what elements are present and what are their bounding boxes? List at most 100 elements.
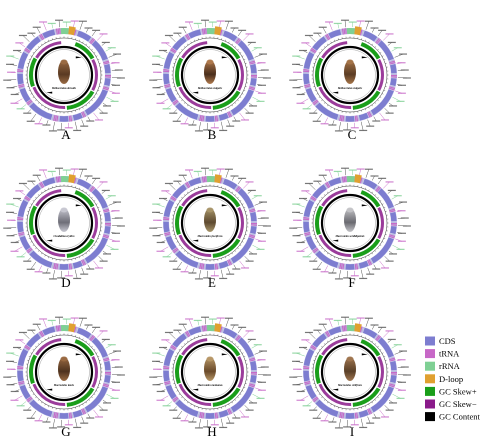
trna-segment	[55, 28, 58, 35]
gc-skew-positive	[360, 339, 381, 357]
cds-segment	[58, 412, 70, 420]
gc-content-ring	[180, 342, 240, 402]
dloop-segment	[354, 323, 362, 333]
gc-skew-positive	[220, 42, 241, 60]
cds-segment	[303, 199, 315, 218]
trna-segment	[235, 185, 240, 192]
gc-skew-negative	[237, 59, 244, 91]
cds-segment	[162, 370, 171, 382]
cds-segment	[358, 409, 370, 419]
gc-skew-positive	[220, 190, 241, 208]
trna-segment	[26, 99, 32, 104]
cds-segment	[305, 87, 318, 103]
trna-segment	[342, 115, 345, 122]
trna-segment	[368, 111, 373, 118]
cds-segment	[162, 221, 171, 233]
cds-segment	[249, 63, 258, 74]
gc-skew-positive	[175, 57, 184, 87]
gc-skew-negative	[178, 383, 212, 406]
cds-segment	[17, 348, 29, 367]
trna-segment	[17, 70, 24, 73]
trna-segment	[216, 412, 219, 419]
cds-segment	[362, 178, 378, 191]
trna-segment	[26, 247, 32, 252]
trna-segment	[89, 37, 94, 44]
trna-segment	[173, 248, 179, 254]
trna-segment	[18, 83, 25, 87]
gc-skew-negative	[91, 59, 98, 91]
trna-segment	[250, 223, 257, 225]
legend-label: GC Content	[439, 412, 480, 422]
trna-segment	[390, 223, 397, 225]
cds-segment	[174, 399, 199, 418]
gc-skew-negative	[377, 207, 385, 239]
cds-segment	[163, 348, 175, 367]
trna-segment	[171, 344, 177, 350]
trna-segment	[164, 85, 171, 88]
gene-label-lines	[3, 167, 125, 280]
cds-segment	[377, 39, 395, 62]
cds-segment	[237, 39, 255, 62]
trna-segment	[236, 335, 242, 342]
trna-segment	[53, 114, 56, 121]
trna-segment	[214, 263, 217, 270]
trna-segment	[388, 60, 396, 64]
cds-segment	[377, 187, 395, 210]
cds-segment	[187, 325, 202, 337]
insect-photo	[58, 357, 70, 381]
legend-item: D-loop	[425, 374, 463, 384]
legend-item: GC Content	[425, 412, 480, 422]
legend-swatch	[425, 412, 435, 422]
trna-segment	[340, 412, 343, 419]
trna-segment	[227, 408, 231, 415]
trna-segment	[90, 38, 96, 45]
panel-letter: A	[61, 127, 71, 142]
gc-skew-negative	[237, 207, 244, 239]
rrna-segment	[206, 28, 210, 35]
trna-segment	[173, 397, 179, 403]
dloop-segment	[354, 26, 362, 36]
trna-segment	[24, 197, 30, 202]
legend-swatch	[425, 386, 435, 396]
rrna-segment	[64, 28, 69, 35]
trna-segment	[367, 408, 371, 415]
gc-skew-positive	[74, 42, 95, 60]
trna-segment	[164, 382, 171, 385]
cds-segment	[171, 332, 188, 349]
trna-segment	[248, 87, 255, 91]
cds-segment	[389, 225, 398, 235]
trna-segment	[325, 34, 330, 41]
trna-segment	[202, 115, 205, 122]
trna-segment	[375, 37, 380, 44]
trna-segment	[90, 186, 96, 193]
trna-segment	[389, 86, 396, 90]
trna-segment	[339, 262, 342, 269]
gc-skew-positive	[74, 339, 95, 357]
gc-skew-positive	[29, 354, 38, 384]
trna-segment	[235, 334, 240, 341]
cds-segment	[370, 236, 395, 264]
insect-photo	[204, 208, 216, 232]
trna-segment	[200, 412, 203, 419]
trna-segment	[56, 263, 59, 270]
gc-skew-negative	[318, 234, 352, 257]
species-name: Bolboceratus vulgaris	[337, 87, 362, 90]
legend-item: CDS	[425, 336, 456, 346]
gc-skew-positive	[220, 339, 241, 357]
gc-skew-positive	[29, 57, 38, 87]
genome-map-panels: Bolboceratus dorsalis A Bolboceratus vulga…	[3, 19, 411, 439]
cds-segment	[72, 409, 84, 419]
trna-segment	[389, 359, 396, 362]
cds-segment	[389, 374, 398, 384]
trna-segment	[172, 247, 178, 252]
dloop-segment	[68, 323, 76, 333]
trna-segment	[172, 99, 178, 104]
trna-segment	[356, 412, 359, 419]
gc-skew-negative	[91, 207, 98, 239]
trna-segment	[201, 28, 204, 35]
trna-segment	[250, 373, 257, 375]
cds-segment	[358, 112, 370, 122]
gene-label-lines	[149, 19, 271, 132]
trna-segment	[202, 412, 205, 419]
